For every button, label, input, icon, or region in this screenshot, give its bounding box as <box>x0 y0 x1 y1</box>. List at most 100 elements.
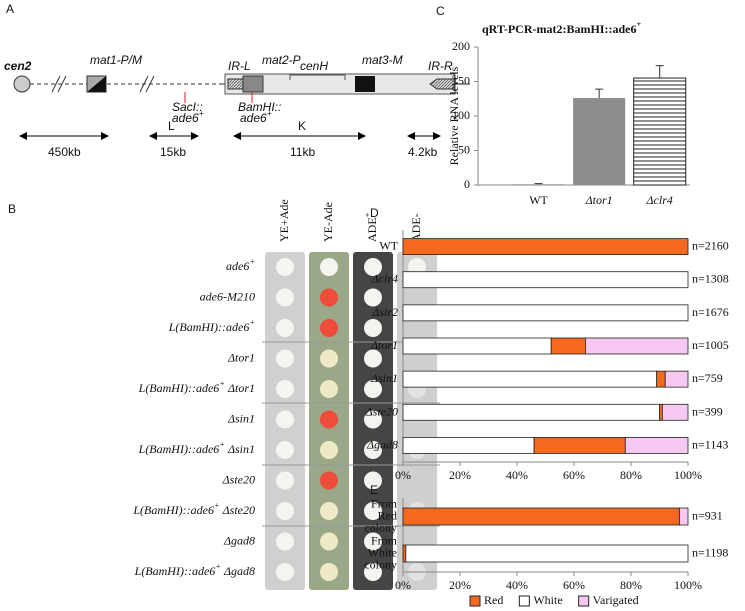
bar-segment <box>402 238 689 255</box>
colony-spot <box>320 410 338 429</box>
region-label: L <box>168 119 175 133</box>
y-tick-label: From Red colony <box>364 496 397 534</box>
colony-spot <box>364 258 382 276</box>
strain-label: L(BamHI)::ade6+ Δste20 <box>132 501 255 516</box>
distance-label: 15kb <box>160 145 186 159</box>
strain-label: Δtor1 <box>227 350 255 364</box>
medium-label: YE-Ade <box>321 202 335 242</box>
colony-spot <box>276 563 294 581</box>
bar-segment <box>656 370 666 388</box>
strain-label: L(BamHI)::ade6+ Δgad8 <box>134 562 255 577</box>
y-tick-label: Δtor1 <box>370 338 398 352</box>
distance-label: 4.2kb <box>408 145 438 159</box>
y-tick-label: 200 <box>452 39 470 53</box>
strain-label: Δsin1 <box>227 411 255 425</box>
bar-segment <box>550 337 586 355</box>
y-tick-label: Δgad8 <box>366 437 398 451</box>
distance-label: 11kb <box>290 145 315 159</box>
bar-segment <box>402 271 689 289</box>
bar-segment <box>664 370 689 388</box>
bar-segment <box>402 304 689 322</box>
annotation: n=1143 <box>692 437 728 451</box>
locus-label: mat1-P/M <box>90 53 142 67</box>
legend-swatch <box>518 595 530 607</box>
locus-label: mat2-P <box>262 53 301 67</box>
x-tick-label: Δclr4 <box>646 193 673 207</box>
error-bar <box>534 183 543 185</box>
y-tick-label: 0 <box>464 177 470 191</box>
bar-segment <box>405 544 689 563</box>
y-tick-label: Δsin1 <box>370 371 398 385</box>
strain-label: Δste20 <box>222 472 255 486</box>
insertion-label: ade6+ <box>240 108 272 125</box>
bar-segment <box>585 337 689 355</box>
annotation: n=931 <box>692 508 723 522</box>
colony-spot <box>364 288 382 307</box>
insertion-label: ade6+ <box>172 108 204 125</box>
bar <box>573 98 626 185</box>
legend-label: Red <box>484 593 503 607</box>
y-tick-label: 50 <box>458 142 470 156</box>
legend-label: White <box>533 593 562 607</box>
error-bar <box>595 88 604 99</box>
strain-label: ade6+ <box>226 257 255 272</box>
bar-segment <box>402 437 535 454</box>
annotation: n=1198 <box>692 545 728 559</box>
x-tick-label: 40% <box>506 578 528 592</box>
x-tick-label: 60% <box>563 578 585 592</box>
colony-spot <box>276 532 294 551</box>
x-tick-label: 0% <box>395 468 411 482</box>
colony-spot <box>364 441 382 459</box>
colony-spot <box>320 319 338 337</box>
bar-segment <box>679 507 689 526</box>
colony-spot <box>364 380 382 398</box>
annotation: n=1676 <box>692 305 729 319</box>
bar <box>512 184 565 185</box>
colony-spot <box>320 380 338 398</box>
x-tick-label: 40% <box>506 468 528 482</box>
x-tick-label: 60% <box>563 468 585 482</box>
error-bar <box>655 65 664 79</box>
locus-label: cen2 <box>4 59 32 73</box>
annotation: n=2160 <box>692 238 729 252</box>
locus-label: cenH <box>300 59 328 73</box>
y-tick-label: WT <box>379 238 398 252</box>
bar-segment <box>533 437 626 454</box>
colony-spot <box>364 410 382 429</box>
colony-spot <box>364 471 382 490</box>
strain-label: Δgad8 <box>223 533 255 547</box>
colony-spot <box>320 502 338 520</box>
y-tick-label: 100 <box>452 108 470 122</box>
panel-letter: E <box>370 483 378 497</box>
y-tick-label: 150 <box>452 73 470 87</box>
bar <box>633 77 687 186</box>
colony-spot <box>276 471 294 490</box>
colony-spot <box>364 349 382 368</box>
colony-spot <box>276 319 294 337</box>
medium-label: ADE+ <box>363 212 378 242</box>
x-tick-label: 0% <box>395 578 411 592</box>
colony-spot <box>276 380 294 398</box>
colony-spot <box>320 471 338 490</box>
region-label: K <box>298 119 306 133</box>
x-tick-label: 20% <box>449 468 471 482</box>
panel-letter: D <box>370 206 379 220</box>
medium-label: ADE- <box>409 213 423 242</box>
bar-segment <box>402 544 407 563</box>
annotation: n=1308 <box>692 271 729 285</box>
colony-spot <box>320 563 338 581</box>
colony-spot <box>276 258 294 276</box>
legend-swatch <box>578 595 590 607</box>
panel-letter: C <box>436 4 445 18</box>
x-tick-label: 80% <box>620 468 642 482</box>
colony-spot <box>276 441 294 459</box>
colony-spot <box>320 532 338 551</box>
x-tick-label: 100% <box>674 578 702 592</box>
annotation: n=399 <box>692 404 723 418</box>
annotation: n=1005 <box>692 338 729 352</box>
y-tick-label: From White colony <box>364 533 397 571</box>
strain-label: L(BamHI)::ade6+ Δtor1 <box>138 379 255 394</box>
legend-swatch <box>469 595 481 607</box>
colony-spot <box>320 258 338 276</box>
panel-letter: A <box>6 2 14 16</box>
